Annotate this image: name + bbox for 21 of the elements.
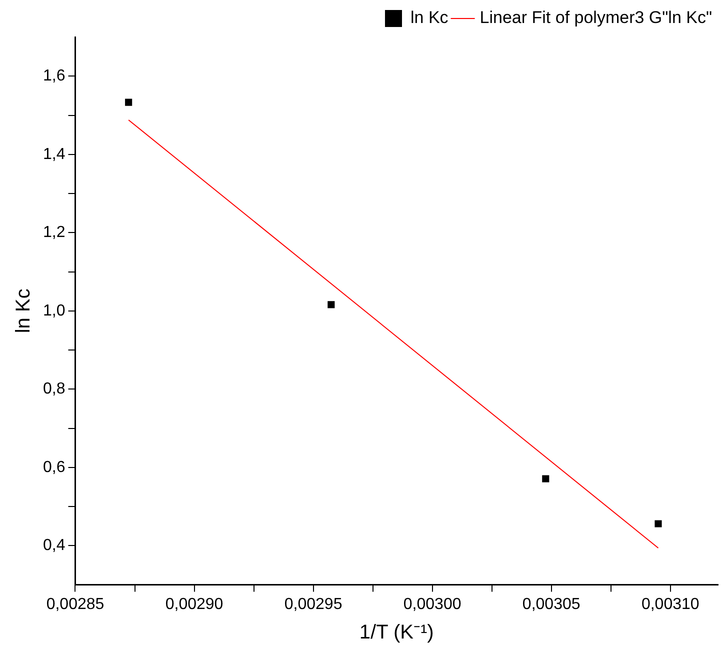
x-tick-label: 0,00300	[403, 596, 462, 613]
x-tick-label: 0,00310	[641, 596, 700, 613]
x-tick-label: 0,00290	[165, 596, 224, 613]
y-tick-label: 0,6	[42, 458, 66, 476]
y-tick-label: 0,8	[42, 380, 66, 398]
x-tick-label: 0,00305	[522, 596, 580, 613]
y-tick-label: 1,6	[42, 68, 66, 85]
y-tick-label: 1,2	[42, 224, 66, 242]
point	[542, 475, 550, 482]
x-tick-label: 0,00295	[284, 596, 342, 613]
legend-label: Linear Fit of polymer3 G"ln Kc"	[480, 8, 712, 28]
point	[654, 520, 662, 528]
y-tick-label: 0,4	[42, 537, 66, 554]
y-axis-title: ln Kc	[12, 288, 35, 334]
point	[328, 301, 335, 308]
point	[125, 98, 132, 106]
y-tick-label: 1,4	[42, 146, 66, 163]
x-tick-label: 0,00285	[46, 596, 104, 613]
legend-label: ln Kc	[410, 8, 449, 28]
x-axis-title: 1/T (K⁻¹)	[359, 622, 434, 644]
y-tick-label: 1,0	[42, 302, 66, 320]
